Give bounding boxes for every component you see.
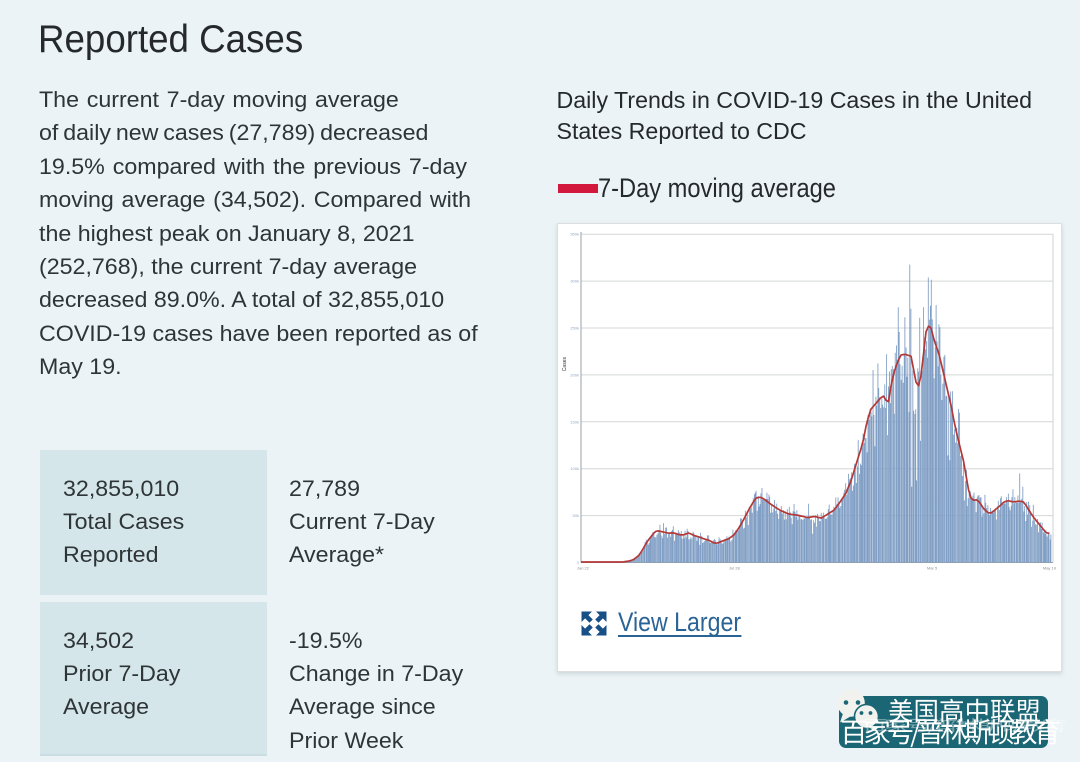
svg-text:50k: 50k xyxy=(573,513,579,518)
svg-text:350k: 350k xyxy=(570,232,579,237)
svg-text:Jan 22: Jan 22 xyxy=(577,566,590,571)
svg-text:150k: 150k xyxy=(570,419,579,424)
svg-text:0: 0 xyxy=(577,560,580,565)
svg-text:250k: 250k xyxy=(570,326,579,331)
svg-text:100k: 100k xyxy=(570,466,579,471)
svg-text:Jul 28: Jul 28 xyxy=(729,566,740,571)
svg-text:Cases: Cases xyxy=(562,357,568,372)
svg-text:200k: 200k xyxy=(570,372,579,377)
svg-text:Mar 5: Mar 5 xyxy=(927,566,938,571)
svg-text:300k: 300k xyxy=(570,279,579,284)
svg-text:May 19: May 19 xyxy=(1043,566,1057,571)
